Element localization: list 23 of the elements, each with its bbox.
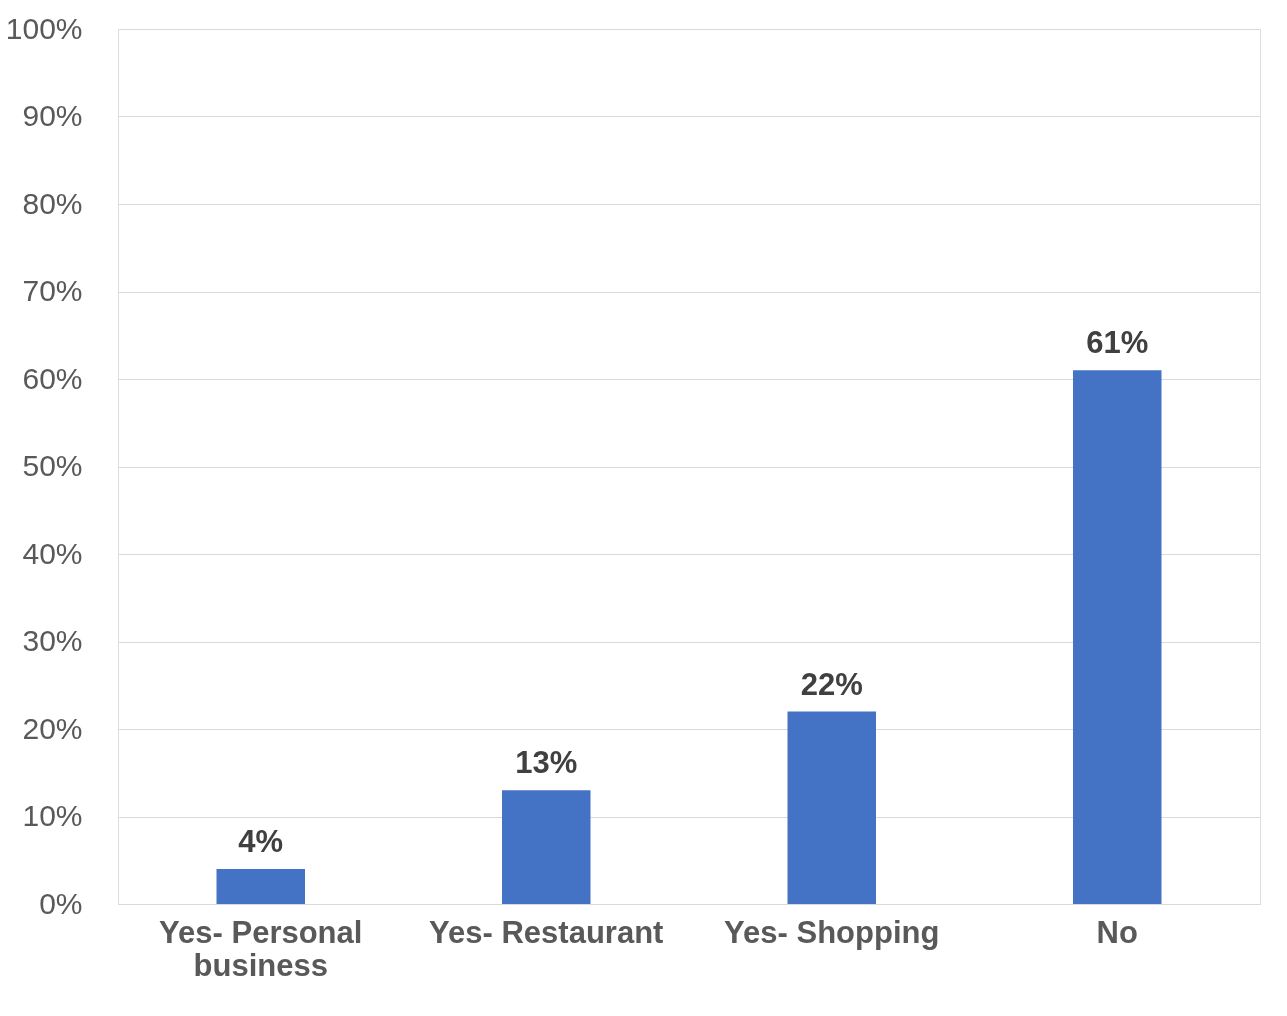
y-tick-label: 40% (22, 536, 83, 570)
bar (502, 790, 591, 904)
data-label: 13% (515, 745, 578, 781)
y-tick-label: 0% (39, 886, 83, 920)
bar (216, 869, 305, 904)
data-label: 4% (238, 824, 284, 859)
data-label: 22% (800, 666, 863, 702)
x-tick-label: Yes- Restaurant (429, 914, 664, 950)
y-tick-label: 70% (22, 274, 83, 307)
y-tick-label: 10% (22, 799, 83, 832)
y-tick-label: 60% (22, 361, 83, 395)
y-tick-label: 90% (22, 99, 83, 132)
y-tick-label: 20% (22, 711, 83, 745)
x-tick-label: Yes- Personal business (159, 914, 363, 983)
y-tick-label: 80% (22, 186, 83, 220)
y-tick-label: 50% (22, 449, 83, 482)
data-label: 61% (1086, 325, 1149, 361)
x-tick-label: No (1096, 914, 1138, 950)
bar (1073, 370, 1162, 904)
bar (787, 711, 876, 904)
y-tick-label: 30% (22, 624, 83, 657)
x-tick-label: Yes- Shopping (724, 914, 940, 950)
y-tick-label: 100% (5, 11, 83, 45)
